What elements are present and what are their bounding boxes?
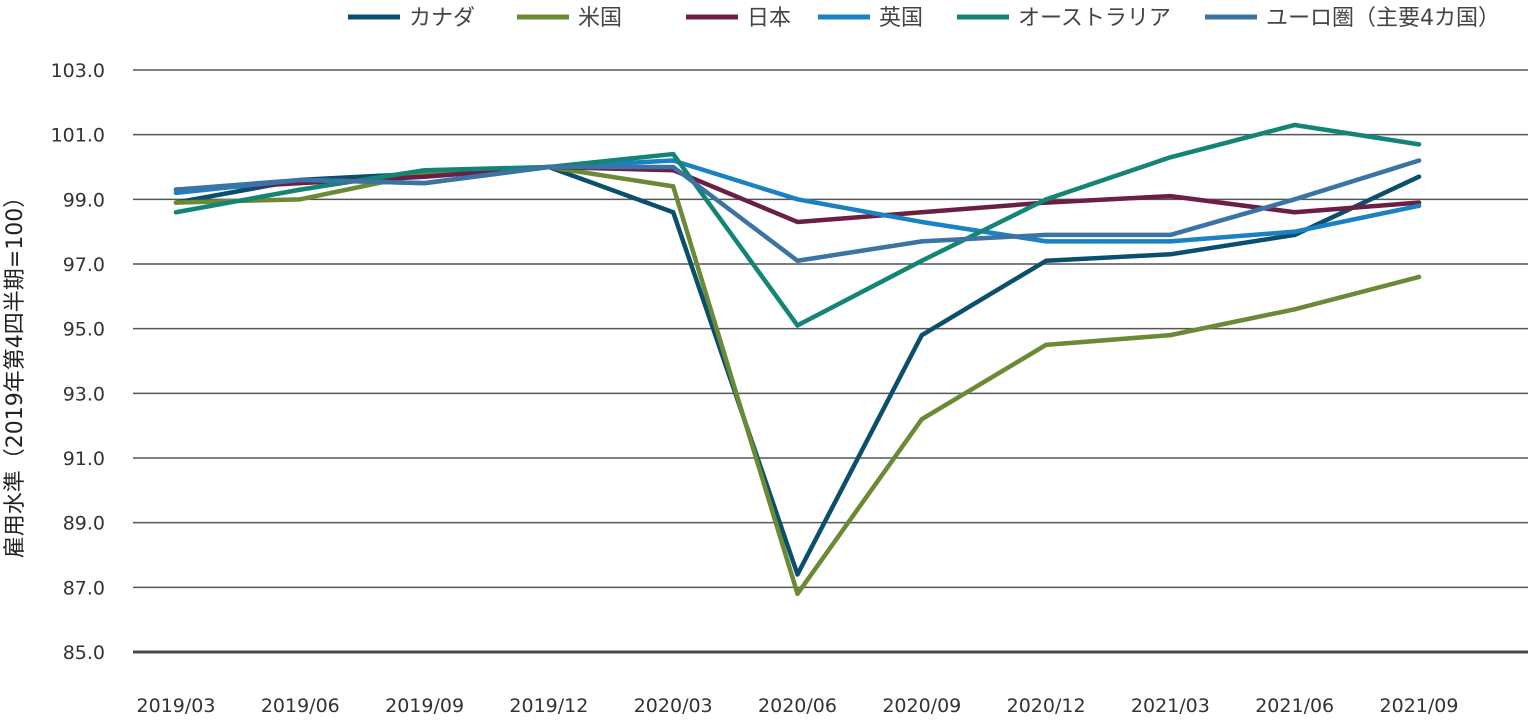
x-tick-label: 2020/06 (758, 695, 837, 717)
legend-item: カナダ (348, 6, 475, 31)
data-point (1292, 122, 1297, 128)
data-point (546, 164, 552, 170)
y-tick-label: 103.0 (51, 60, 105, 82)
data-point (1292, 197, 1297, 202)
legend-label: 日本 (747, 6, 791, 31)
legend-item: 米国 (517, 6, 622, 31)
series-line (173, 164, 1422, 577)
data-point (422, 180, 427, 186)
data-point (795, 197, 800, 202)
data-point (919, 258, 924, 263)
data-point (298, 177, 303, 183)
grid-lines (133, 69, 1528, 654)
y-tick-label: 93.0 (63, 383, 105, 405)
data-point (671, 164, 676, 170)
y-tick-label: 91.0 (63, 448, 105, 470)
data-point (1292, 210, 1297, 215)
x-tick-label: 2019/09 (385, 695, 464, 717)
legend-item: ユーロ圏（主要4カ国） (1205, 6, 1500, 31)
data-point (919, 219, 924, 225)
x-tick-label: 2020/03 (634, 695, 713, 717)
y-tick-label: 87.0 (63, 577, 105, 599)
data-point (298, 197, 303, 202)
legend-label: ユーロ圏（主要4カ国） (1266, 6, 1500, 31)
legend: カナダ 米国 日本 英国 オーストラリア ユーロ圏（主要4カ国） (348, 6, 1500, 31)
x-tick-label: 2020/09 (882, 695, 961, 717)
y-tick-label: 101.0 (51, 125, 105, 147)
x-tick-label: 2019/06 (261, 695, 340, 717)
data-point (1416, 142, 1422, 147)
data-point (173, 187, 179, 192)
y-tick-label: 97.0 (63, 254, 105, 276)
data-point (919, 239, 924, 244)
series-1 (173, 164, 1422, 597)
data-point (173, 210, 179, 215)
legend-item: オーストラリア (957, 6, 1171, 31)
data-point (795, 258, 800, 263)
data-point (1416, 200, 1422, 205)
data-point (298, 187, 303, 192)
y-axis-ticks: 103.0 101.0 99.0 97.0 95.0 93.0 91.0 89.0 87.0 85… (51, 60, 105, 664)
series-5 (173, 158, 1422, 264)
x-tick-label: 2019/03 (137, 695, 216, 717)
data-point (919, 332, 924, 338)
legend-label: 英国 (879, 6, 923, 31)
series-line (173, 164, 1422, 597)
data-point (1292, 229, 1297, 234)
data-point (422, 174, 427, 179)
data-point (1043, 232, 1049, 238)
y-tick-label: 85.0 (63, 642, 105, 664)
x-tick-label: 2019/12 (509, 695, 588, 717)
data-point (671, 184, 676, 189)
x-tick-label: 2021/03 (1131, 695, 1210, 717)
data-point (795, 591, 800, 596)
data-point (422, 168, 427, 173)
data-point (795, 323, 800, 328)
data-point (1043, 258, 1049, 263)
legend-item: 日本 (686, 6, 791, 31)
data-point (1416, 274, 1422, 280)
x-tick-label: 2021/09 (1380, 695, 1459, 717)
series-lines (173, 122, 1422, 597)
y-tick-label: 89.0 (63, 513, 105, 535)
data-point (1416, 174, 1422, 179)
data-point (1168, 239, 1173, 244)
series-0 (173, 164, 1422, 577)
x-axis-ticks: 2019/03 2019/06 2019/09 2019/12 2020/03 2020/… (137, 695, 1459, 717)
data-point (1416, 203, 1422, 208)
data-point (671, 158, 676, 163)
y-axis-label: 雇用水準（2019年第4四半期=100） (3, 186, 28, 558)
data-point (795, 219, 800, 225)
x-tick-label: 2020/12 (1007, 695, 1086, 717)
data-point (919, 210, 924, 215)
data-point (1168, 193, 1173, 199)
data-point (919, 417, 924, 422)
data-point (671, 210, 676, 215)
series-4 (173, 122, 1422, 328)
data-point (173, 200, 179, 205)
data-point (1168, 232, 1173, 238)
y-tick-label: 99.0 (63, 189, 105, 211)
series-3 (173, 158, 1422, 244)
y-tick-label: 95.0 (63, 319, 105, 341)
legend-item: 英国 (818, 6, 923, 31)
x-tick-label: 2021/06 (1255, 695, 1334, 717)
data-point (671, 151, 676, 157)
data-point (1416, 158, 1422, 163)
legend-label: オーストラリア (1018, 6, 1171, 31)
legend-label: 米国 (578, 6, 622, 31)
data-point (1043, 239, 1049, 244)
series-line (173, 122, 1422, 328)
data-point (1043, 197, 1049, 202)
data-point (1168, 332, 1173, 338)
legend-label: カナダ (409, 6, 475, 31)
data-point (1043, 342, 1049, 348)
data-point (1292, 307, 1297, 312)
data-point (1168, 155, 1173, 160)
data-point (1168, 252, 1173, 257)
data-point (795, 572, 800, 577)
